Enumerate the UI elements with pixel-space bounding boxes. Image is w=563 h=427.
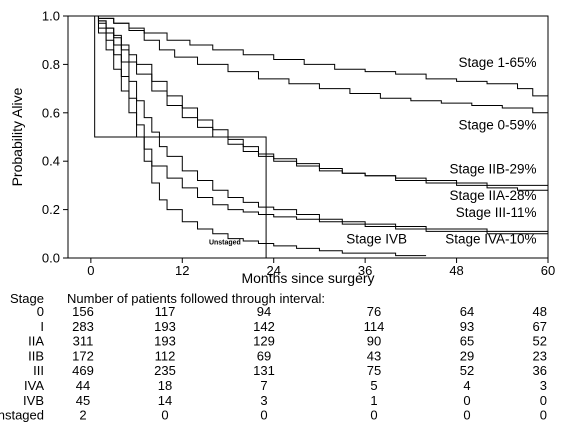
risk-table-count: 0 xyxy=(161,408,168,423)
risk-table-count: 43 xyxy=(367,348,381,363)
y-tick-label: 0.4 xyxy=(42,154,60,169)
risk-table-stage: 0 xyxy=(37,304,44,319)
risk-table-count: 129 xyxy=(253,334,275,349)
risk-table-count: 45 xyxy=(76,393,90,408)
risk-table-count: 117 xyxy=(155,304,176,319)
risk-table-count: 1 xyxy=(370,393,377,408)
risk-table-count: 3 xyxy=(260,393,267,408)
risk-table-stage: Unstaged xyxy=(0,408,44,423)
curve-stage-iii-11 xyxy=(90,15,548,232)
risk-table-stage: IIA xyxy=(28,334,44,349)
risk-table-count: 23 xyxy=(533,348,547,363)
risk-table-stage: IVB xyxy=(23,393,44,408)
x-tick-label: 12 xyxy=(175,263,189,278)
risk-table-count: 112 xyxy=(155,348,176,363)
x-tick-label: 0 xyxy=(87,263,94,278)
risk-table-count: 52 xyxy=(533,334,547,349)
risk-table-count: 283 xyxy=(72,319,94,334)
risk-table: Stage Number of patients followed through… xyxy=(0,291,547,423)
risk-table-count: 5 xyxy=(370,378,377,393)
risk-table-count: 90 xyxy=(367,334,381,349)
series-label: Stage III-11% xyxy=(456,205,537,220)
survival-curves xyxy=(90,15,549,259)
risk-table-stage: IVA xyxy=(24,378,44,393)
risk-table-count: 65 xyxy=(460,334,474,349)
risk-table-count: 0 xyxy=(540,408,547,423)
risk-table-count: 2 xyxy=(79,408,86,423)
x-tick-label: 24 xyxy=(266,263,280,278)
series-label: Stage 0-59% xyxy=(459,118,537,133)
risk-table-count: 94 xyxy=(257,304,271,319)
x-axis-title: Months since surgery xyxy=(241,270,374,286)
axes: 0.0 0.2 0.4 0.6 0.8 1.0 0 12 24 36 48 60 xyxy=(42,9,555,279)
curve-stage-1-65 xyxy=(90,15,549,101)
x-tick-label: 36 xyxy=(358,263,372,278)
risk-table-count: 76 xyxy=(367,304,381,319)
risk-table-row-header: Stage xyxy=(10,291,44,306)
risk-table-count: 114 xyxy=(364,319,385,334)
x-tick-label: 60 xyxy=(541,263,555,278)
risk-table-count: 131 xyxy=(253,363,275,378)
risk-table-count: 3 xyxy=(540,378,547,393)
y-axis-title: Probability Alive xyxy=(9,87,25,186)
risk-table-count: 44 xyxy=(76,378,90,393)
risk-table-count: 0 xyxy=(260,408,267,423)
y-tick-label: 0.6 xyxy=(42,105,60,120)
y-tick-label: 0.0 xyxy=(42,251,60,266)
risk-table-count: 0 xyxy=(463,393,470,408)
risk-table-count: 93 xyxy=(460,319,474,334)
risk-table-stage: I xyxy=(40,319,44,334)
y-tick-label: 0.8 xyxy=(42,57,60,72)
curve-stage-iva-10 xyxy=(90,15,548,235)
risk-table-count: 156 xyxy=(72,304,94,319)
curve-stage-0-59 xyxy=(90,15,549,116)
y-tick-label: 1.0 xyxy=(42,9,60,24)
risk-table-count: 0 xyxy=(540,393,547,408)
risk-table-count: 67 xyxy=(533,319,547,334)
risk-table-count: 193 xyxy=(154,334,176,349)
annotation-label: Unstaged xyxy=(209,240,241,247)
risk-table-count: 142 xyxy=(253,319,275,334)
risk-table-count: 172 xyxy=(72,348,94,363)
risk-table-title: Number of patients followed through inte… xyxy=(67,291,325,306)
risk-table-count: 4 xyxy=(463,378,470,393)
risk-table-count: 311 xyxy=(73,334,94,349)
risk-table-count: 18 xyxy=(158,378,172,393)
series-label: Stage IIB-29% xyxy=(450,161,537,176)
risk-table-stage: IIB xyxy=(28,348,44,363)
risk-table-stage: III xyxy=(33,363,44,378)
series-label: Stage IIA-28% xyxy=(450,188,537,203)
risk-table-count: 52 xyxy=(460,363,474,378)
curve-stage-iib-29 xyxy=(90,15,549,188)
y-tick-label: 0.2 xyxy=(42,202,60,217)
x-tick-label: 48 xyxy=(449,263,463,278)
series-labels: Stage 1-65% Stage 0-59% Stage IIB-29% Stage… xyxy=(209,55,537,247)
risk-table-count: 235 xyxy=(154,363,176,378)
risk-table-count: 75 xyxy=(367,363,381,378)
series-label: Stage 1-65% xyxy=(459,55,537,70)
risk-table-count: 48 xyxy=(533,304,547,319)
risk-table-count: 193 xyxy=(154,319,176,334)
risk-table-count: 29 xyxy=(460,348,474,363)
curve-stage-iia-28 xyxy=(90,15,548,191)
risk-table-count: 14 xyxy=(158,393,172,408)
curve-unstaged xyxy=(90,15,548,259)
risk-table-count: 36 xyxy=(533,363,547,378)
risk-table-count: 64 xyxy=(460,304,474,319)
series-label: Stage IVB xyxy=(346,231,407,246)
risk-table-count: 0 xyxy=(463,408,470,423)
risk-table-count: 69 xyxy=(257,348,271,363)
risk-table-count: 0 xyxy=(370,408,377,423)
risk-table-count: 469 xyxy=(72,363,94,378)
series-label: Stage IVA-10% xyxy=(445,231,536,246)
curve-stage-ivb xyxy=(90,15,427,257)
risk-table-count: 7 xyxy=(260,378,267,393)
